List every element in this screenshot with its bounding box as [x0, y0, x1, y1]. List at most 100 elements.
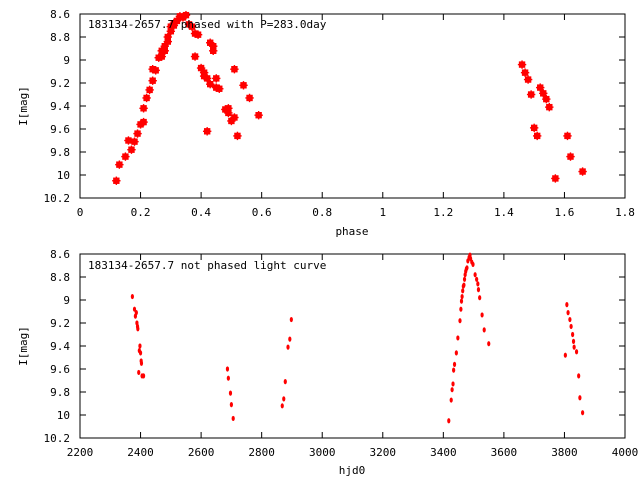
data-point	[452, 367, 456, 373]
data-point	[523, 75, 533, 84]
data-point	[565, 302, 569, 308]
x-tick-label: 0.2	[131, 206, 151, 219]
data-point	[545, 102, 554, 112]
data-point	[283, 379, 287, 385]
phased-light-curve-panel: 0 0.2 0.4 0.6 0.8 1 1.2 1.4 1.6 1.8 8.6 8.8 9 9.2 9.4 9…	[17, 8, 635, 238]
data-point	[139, 104, 148, 113]
data-point	[568, 316, 572, 323]
data-point	[487, 341, 491, 347]
y-tick-label: 8.8	[50, 31, 70, 44]
chart-title: 183134-2657.7 phased with P=283.0day	[88, 18, 327, 31]
data-point	[577, 373, 581, 379]
data-point	[566, 152, 575, 161]
x-tick-label: 3400	[430, 446, 457, 459]
y-tick-label: 9.4	[50, 340, 70, 353]
data-point	[160, 46, 169, 55]
data-point	[462, 282, 466, 288]
x-axis-label: phase	[335, 225, 368, 238]
y-tick-label: 8.8	[50, 271, 70, 284]
y-tick-label: 9.6	[50, 363, 70, 376]
data-point	[480, 312, 484, 318]
x-tick-label: 1	[379, 206, 386, 219]
data-point	[289, 316, 293, 323]
data-point	[288, 336, 292, 342]
data-point	[230, 65, 239, 74]
data-point	[142, 93, 151, 103]
axis-ticks: 0 0.2 0.4 0.6 0.8 1 1.2 1.4 1.6 1.8 8.6 8.8 9 9.2 9.4 9…	[44, 8, 635, 219]
data-point	[451, 381, 455, 387]
x-tick-label: 1.8	[615, 206, 635, 219]
data-point	[127, 145, 136, 154]
data-point	[473, 272, 477, 278]
y-tick-label: 9	[63, 54, 70, 67]
data-point	[139, 117, 148, 127]
data-point	[134, 310, 138, 316]
data-point	[529, 123, 539, 133]
data-point	[462, 276, 467, 282]
data-point	[136, 326, 140, 332]
data-point	[459, 298, 464, 304]
data-point	[569, 323, 573, 330]
x-tick-label: 1.4	[494, 206, 514, 219]
data-point	[121, 152, 130, 161]
data-point	[130, 293, 134, 300]
x-tick-label: 2600	[188, 446, 215, 459]
data-point	[280, 403, 284, 409]
data-point	[187, 22, 197, 31]
data-point	[181, 10, 191, 20]
data-point	[193, 30, 203, 39]
data-point	[532, 131, 542, 141]
data-point	[465, 265, 469, 271]
chart-title: 183134-2657.7 not phased light curve	[88, 259, 326, 272]
x-tick-label: 1.6	[555, 206, 575, 219]
data-point	[226, 375, 230, 381]
x-tick-label: 3600	[491, 446, 518, 459]
data-point	[520, 68, 530, 77]
data-point	[578, 167, 587, 176]
data-point	[130, 137, 139, 146]
data-point	[215, 84, 224, 93]
data-point	[229, 402, 233, 408]
data-point	[526, 90, 536, 99]
data-point	[137, 369, 141, 376]
x-tick-label: 3200	[370, 446, 397, 459]
data-point	[139, 360, 144, 366]
data-point	[141, 373, 146, 379]
y-tick-label: 9.2	[50, 317, 70, 330]
data-point	[239, 81, 248, 90]
data-point	[517, 60, 527, 69]
data-points	[130, 252, 585, 424]
y-tick-label: 10	[57, 409, 70, 422]
data-point	[447, 418, 451, 424]
axis-ticks: 2200 2400 2600 2800 3000 3200 3400 3600 3800 4000…	[44, 248, 639, 459]
data-point	[449, 397, 453, 403]
y-tick-label: 9.4	[50, 100, 70, 113]
data-point	[456, 335, 460, 341]
x-tick-label: 3000	[309, 446, 336, 459]
data-point	[450, 387, 454, 393]
y-tick-label: 9.8	[50, 386, 70, 399]
data-point	[478, 295, 482, 301]
data-point	[460, 293, 464, 300]
x-axis-label: hjd0	[339, 464, 366, 477]
data-point	[254, 111, 263, 120]
data-point	[459, 306, 463, 312]
data-point	[563, 131, 572, 141]
data-point	[148, 76, 157, 85]
data-point	[124, 136, 133, 145]
data-point	[286, 344, 290, 350]
y-tick-label: 10.2	[44, 432, 71, 445]
data-point	[231, 415, 235, 422]
data-point	[571, 331, 575, 338]
y-tick-label: 8.6	[50, 248, 70, 261]
y-tick-label: 10	[57, 169, 70, 182]
data-point	[209, 46, 218, 55]
data-point	[151, 66, 160, 75]
data-point	[542, 94, 551, 104]
data-point	[132, 306, 137, 312]
x-tick-label: 0.4	[191, 206, 211, 219]
data-point	[566, 310, 570, 316]
data-point	[461, 288, 465, 294]
y-axis-label: I[mag]	[17, 86, 30, 126]
